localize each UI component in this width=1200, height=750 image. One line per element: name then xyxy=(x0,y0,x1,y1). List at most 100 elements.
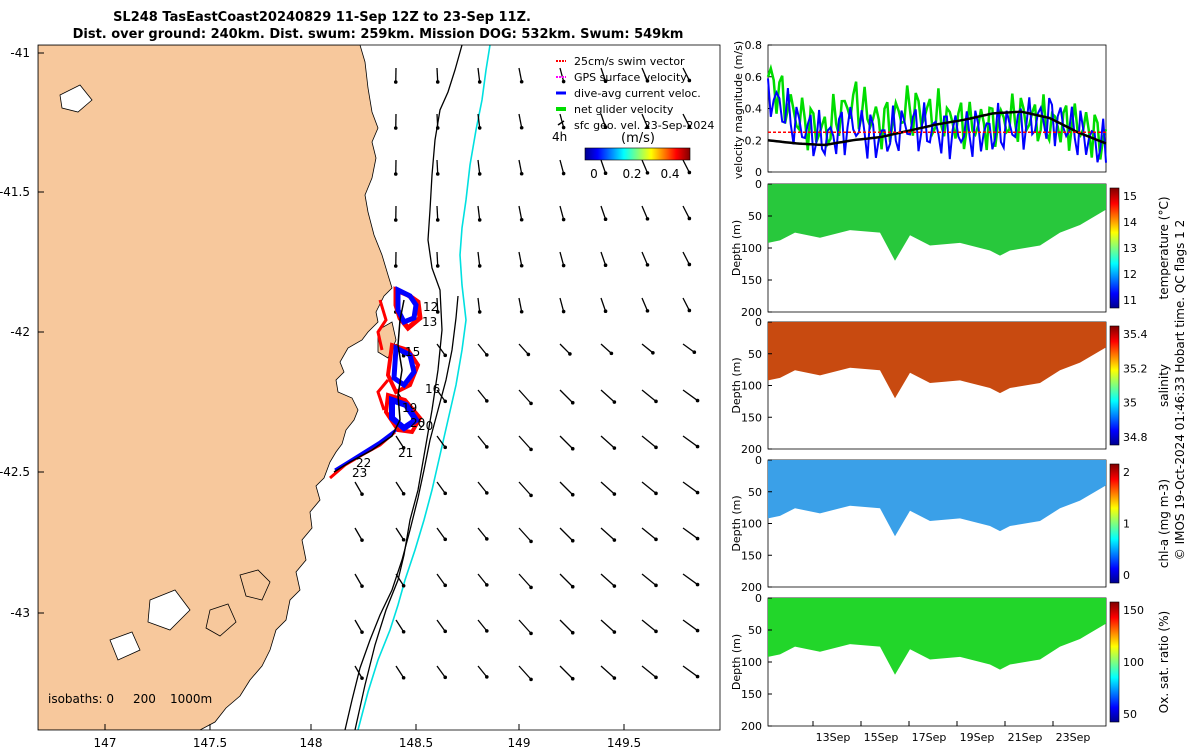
lon-tick-label: 148 xyxy=(300,736,323,750)
cbar-tick-label: 35 xyxy=(1123,397,1137,410)
cbar-tick-label: 12 xyxy=(1123,268,1137,281)
lon-tick-label: 148.5 xyxy=(399,736,433,750)
current-arrow-head xyxy=(401,537,406,542)
current-arrow xyxy=(477,435,488,448)
current-arrow-head xyxy=(401,445,406,450)
isobath-value-200: 200 xyxy=(133,692,156,706)
current-arrow xyxy=(518,435,532,450)
current-arrow-head xyxy=(695,582,700,587)
ts-ytick-label: 0.6 xyxy=(745,71,763,84)
current-arrow xyxy=(641,251,649,266)
current-arrow xyxy=(724,298,731,310)
current-arrow xyxy=(354,481,363,495)
current-arrow-head xyxy=(695,444,700,449)
map-legend: 25cm/s swim vector GPS surface velocity … xyxy=(552,55,714,181)
current-arrow xyxy=(559,297,565,312)
cbar-tick-0: 0 xyxy=(590,167,598,181)
lon-tick-label: 147 xyxy=(94,736,117,750)
cbar-label: salinity xyxy=(1157,364,1171,407)
current-arrow-head xyxy=(401,629,406,634)
current-arrow xyxy=(354,665,363,679)
current-arrow xyxy=(559,619,574,634)
current-arrow xyxy=(600,573,615,587)
current-arrow-head xyxy=(687,170,692,175)
current-arrow-head xyxy=(526,352,531,357)
current-arrow-head xyxy=(360,676,364,680)
current-arrow xyxy=(641,619,657,632)
current-arrow-head xyxy=(645,263,650,267)
current-arrow-head xyxy=(570,446,575,451)
current-arrow-head xyxy=(519,171,524,176)
current-arrow xyxy=(559,389,574,404)
current-arrow xyxy=(600,527,615,541)
depth-tick-label: 150 xyxy=(741,274,762,287)
day-label: 21 xyxy=(398,446,413,460)
current-arrow xyxy=(559,159,565,174)
ts-ytick-label: 0 xyxy=(755,166,762,179)
legend-dive: dive-avg current veloc. xyxy=(574,87,701,100)
current-arrow-head xyxy=(612,492,617,496)
current-arrow-head xyxy=(485,537,489,541)
current-arrow xyxy=(682,435,698,448)
cbar-tick-label: 14 xyxy=(1123,216,1137,229)
date-tick-label: 23Sep xyxy=(1056,731,1091,744)
current-arrow xyxy=(600,297,607,312)
current-arrow xyxy=(354,619,363,633)
current-arrow-head xyxy=(612,676,617,680)
current-arrow-head xyxy=(729,308,733,312)
current-arrow-head xyxy=(529,493,533,498)
isobaths-label: isobaths: 0 xyxy=(48,692,114,706)
current-arrow xyxy=(395,481,405,495)
current-arrow xyxy=(682,389,698,402)
depth-tick-label: 200 xyxy=(741,306,762,319)
current-arrow-head xyxy=(687,124,692,129)
section-fill xyxy=(768,184,1106,261)
date-tick-label: 19Sep xyxy=(960,731,995,744)
scale-label: 4h xyxy=(552,130,567,144)
date-tick-label: 17Sep xyxy=(912,731,947,744)
current-arrow xyxy=(436,527,446,540)
current-arrow xyxy=(600,665,615,679)
current-arrow xyxy=(641,435,657,448)
current-arrow xyxy=(641,389,657,402)
current-arrow-head xyxy=(695,536,700,541)
current-arrow xyxy=(477,113,481,128)
current-arrow xyxy=(559,481,574,496)
current-arrow-head xyxy=(443,629,448,634)
legend-net: net glider velocity xyxy=(574,103,674,116)
current-arrow xyxy=(682,343,695,353)
cbar-tick-label: 11 xyxy=(1123,294,1137,307)
current-arrow xyxy=(354,527,363,541)
current-arrow xyxy=(518,665,532,680)
current-arrow-head xyxy=(401,675,406,680)
current-arrow xyxy=(641,67,649,82)
current-arrow-head xyxy=(561,309,566,314)
current-arrow-head xyxy=(477,126,482,130)
series-net-glider-velocity xyxy=(766,63,1108,160)
current-arrow-head xyxy=(435,126,440,130)
current-arrow-head xyxy=(654,491,658,496)
day-label: 19 xyxy=(402,401,417,415)
current-arrow xyxy=(600,481,615,495)
lon-tick-label: 149.5 xyxy=(607,736,641,750)
day-label: 15 xyxy=(405,345,420,359)
current-arrow xyxy=(477,665,488,678)
current-arrow xyxy=(559,205,565,220)
current-arrow-head xyxy=(477,172,482,176)
lat-tick-label: -42 xyxy=(10,325,30,339)
current-arrow xyxy=(436,389,446,402)
current-arrow-head xyxy=(651,351,655,355)
current-arrow xyxy=(559,665,574,680)
current-arrow-head xyxy=(529,401,533,406)
current-arrow-head xyxy=(443,353,448,358)
current-arrow-head xyxy=(645,217,650,221)
section-colorbar xyxy=(1109,601,1120,723)
current-arrow-head xyxy=(529,539,533,544)
current-arrow xyxy=(600,113,607,128)
current-arrow xyxy=(518,481,532,496)
section-chl: 0 50 100 150 200 Depth (m) 2 1 0 chl-a (mg m-3) xyxy=(730,454,1171,594)
current-arrow-head xyxy=(443,583,448,588)
current-arrow xyxy=(518,297,523,312)
